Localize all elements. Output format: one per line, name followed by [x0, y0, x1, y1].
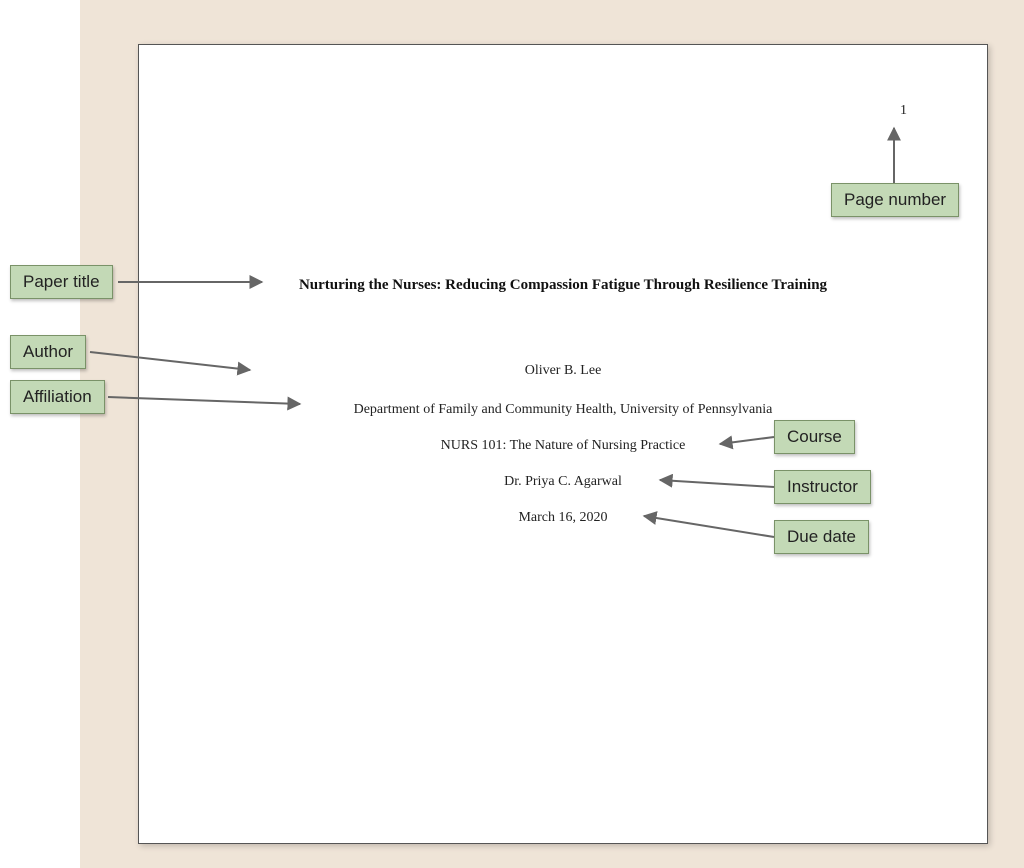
- paper-page: 1 Nurturing the Nurses: Reducing Compass…: [138, 44, 988, 844]
- tag-paper-title: Paper title: [10, 265, 113, 299]
- affiliation-line: Department of Family and Community Healt…: [139, 402, 987, 418]
- page-number: 1: [900, 103, 907, 119]
- paper-title: Nurturing the Nurses: Reducing Compassio…: [139, 277, 987, 294]
- tag-author: Author: [10, 335, 86, 369]
- tag-course: Course: [774, 420, 855, 454]
- tag-due-date: Due date: [774, 520, 869, 554]
- tag-affiliation: Affiliation: [10, 380, 105, 414]
- left-white-strip: [0, 0, 80, 868]
- tag-page-number: Page number: [831, 183, 959, 217]
- course-line: NURS 101: The Nature of Nursing Practice: [139, 438, 987, 454]
- tag-instructor: Instructor: [774, 470, 871, 504]
- author-line: Oliver B. Lee: [139, 363, 987, 379]
